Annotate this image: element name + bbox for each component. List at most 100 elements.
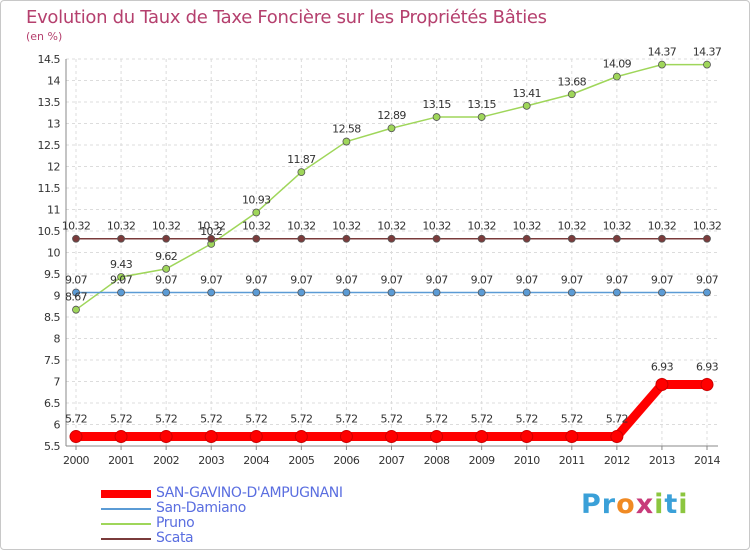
data-label: 10.32 bbox=[62, 220, 91, 233]
data-label: 9.07 bbox=[651, 273, 674, 286]
legend-swatch bbox=[101, 523, 151, 525]
logo-letter: P bbox=[581, 489, 602, 520]
data-label: 10.32 bbox=[467, 220, 496, 233]
data-point bbox=[162, 288, 171, 297]
data-point bbox=[72, 305, 80, 314]
x-tick-label: 2009 bbox=[469, 454, 495, 467]
y-tick-label: 11 bbox=[47, 204, 60, 217]
legend-label: SAN-GAVINO-D'AMPUGNANI bbox=[156, 485, 343, 501]
data-label: 9.07 bbox=[471, 273, 494, 286]
data-label: 9.07 bbox=[696, 273, 719, 286]
legend-label: Pruno bbox=[156, 515, 195, 531]
logo-letter: o bbox=[616, 489, 636, 520]
data-label: 9.07 bbox=[290, 273, 313, 286]
data-point bbox=[162, 234, 171, 243]
data-label: 13.41 bbox=[512, 87, 541, 100]
data-label: 10.32 bbox=[287, 220, 316, 233]
data-point bbox=[117, 288, 125, 297]
data-point bbox=[610, 430, 624, 444]
data-label: 9.07 bbox=[245, 273, 268, 286]
data-point bbox=[475, 430, 489, 444]
data-point bbox=[207, 234, 216, 243]
data-label: 10.32 bbox=[377, 220, 406, 233]
data-label: 12.58 bbox=[332, 123, 361, 136]
data-label: 13.15 bbox=[467, 98, 496, 111]
data-label: 5.72 bbox=[516, 413, 538, 426]
y-tick-label: 8 bbox=[54, 333, 61, 346]
data-label: 14.09 bbox=[603, 58, 632, 71]
data-label: 9.07 bbox=[380, 273, 403, 286]
legend-swatch bbox=[101, 508, 151, 510]
data-label: 5.72 bbox=[380, 413, 402, 426]
data-point bbox=[342, 234, 351, 243]
y-tick-label: 9.5 bbox=[44, 268, 60, 281]
data-label: 10.32 bbox=[152, 220, 181, 233]
data-label: 5.72 bbox=[290, 413, 312, 426]
legend-label: Scata bbox=[156, 530, 194, 546]
data-label: 12.89 bbox=[377, 109, 406, 122]
x-tick-label: 2012 bbox=[604, 454, 630, 467]
data-label: 5.72 bbox=[65, 413, 87, 426]
proxiti-logo: Proxiti bbox=[581, 489, 689, 520]
x-tick-label: 2014 bbox=[694, 454, 720, 467]
data-label: 5.72 bbox=[200, 413, 222, 426]
data-point bbox=[385, 430, 398, 444]
data-label: 5.72 bbox=[155, 413, 177, 426]
data-label: 13.68 bbox=[558, 75, 587, 88]
y-tick-label: 11.5 bbox=[38, 182, 61, 195]
y-tick-label: 12.5 bbox=[38, 139, 61, 152]
legend-swatch bbox=[101, 490, 151, 498]
y-tick-label: 12 bbox=[47, 161, 60, 174]
data-point bbox=[117, 234, 125, 243]
data-point bbox=[612, 234, 621, 243]
data-point bbox=[207, 288, 216, 297]
data-label: 9.43 bbox=[110, 258, 133, 271]
legend-swatch bbox=[101, 538, 151, 540]
data-point bbox=[612, 288, 621, 297]
data-label: 10.32 bbox=[648, 220, 677, 233]
logo-letter: t bbox=[664, 489, 679, 520]
data-label: 9.07 bbox=[561, 273, 584, 286]
data-label: 10.32 bbox=[197, 220, 226, 233]
data-point bbox=[658, 234, 666, 243]
data-point bbox=[567, 234, 576, 243]
data-label: 9.07 bbox=[426, 273, 449, 286]
data-point bbox=[522, 101, 531, 110]
data-label: 10.32 bbox=[107, 220, 136, 233]
data-point bbox=[703, 288, 711, 297]
data-point bbox=[700, 378, 714, 392]
data-label: 10.2 bbox=[200, 225, 222, 238]
data-label: 10.32 bbox=[603, 220, 632, 233]
data-label: 9.07 bbox=[110, 273, 133, 286]
y-tick-label: 6 bbox=[54, 419, 61, 432]
data-label: 5.72 bbox=[561, 413, 583, 426]
x-tick-label: 2001 bbox=[108, 454, 134, 467]
data-label: 14.37 bbox=[648, 46, 677, 59]
data-label: 8.67 bbox=[65, 291, 88, 304]
data-point bbox=[339, 430, 353, 444]
data-point bbox=[565, 430, 579, 444]
x-tick-label: 2005 bbox=[288, 454, 314, 467]
x-tick-label: 2002 bbox=[153, 454, 179, 467]
data-point bbox=[159, 430, 173, 444]
x-tick-label: 2008 bbox=[424, 454, 450, 467]
y-tick-label: 9 bbox=[54, 290, 61, 303]
data-point bbox=[522, 234, 531, 243]
x-tick-label: 2007 bbox=[379, 454, 405, 467]
data-label: 11.87 bbox=[287, 153, 316, 166]
data-label: 10.32 bbox=[512, 220, 541, 233]
data-point bbox=[477, 113, 486, 121]
data-point bbox=[252, 288, 261, 297]
data-point bbox=[297, 168, 306, 176]
data-label: 9.07 bbox=[516, 273, 539, 286]
data-label: 6.93 bbox=[651, 361, 674, 374]
x-tick-label: 2006 bbox=[333, 454, 359, 467]
x-tick-label: 2010 bbox=[514, 454, 540, 467]
y-tick-label: 7 bbox=[54, 376, 61, 389]
y-tick-label: 13 bbox=[47, 118, 60, 131]
data-label: 5.72 bbox=[335, 413, 357, 426]
data-point bbox=[249, 430, 263, 444]
data-label: 5.72 bbox=[245, 413, 267, 426]
